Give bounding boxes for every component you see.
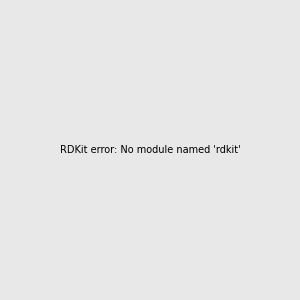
Text: RDKit error: No module named 'rdkit': RDKit error: No module named 'rdkit' xyxy=(60,145,240,155)
